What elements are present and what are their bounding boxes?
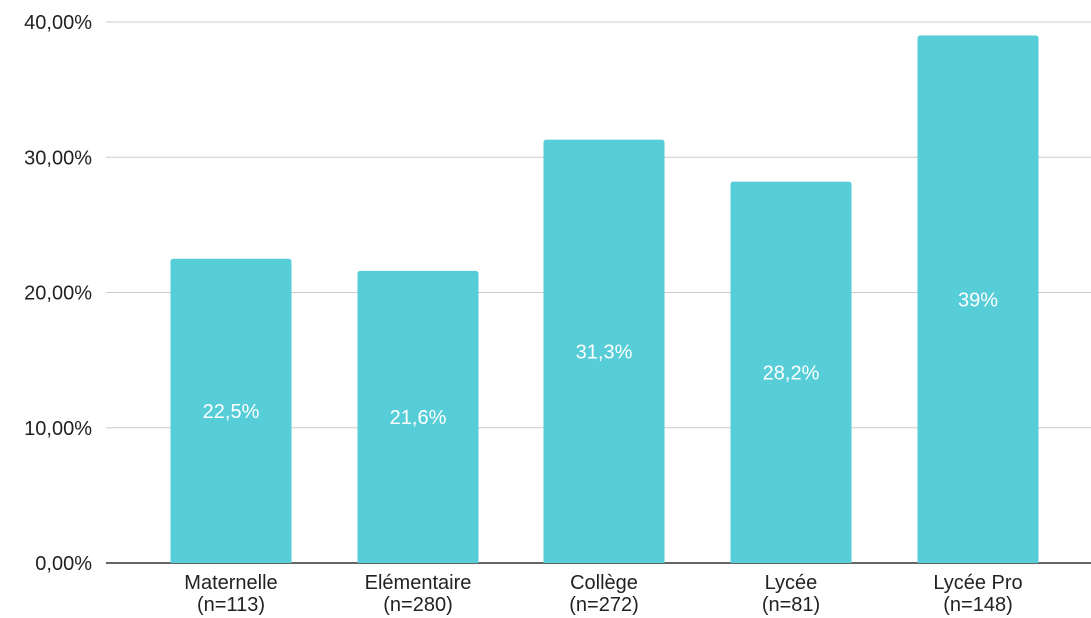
x-category-label: Maternelle	[184, 572, 277, 594]
bar	[357, 270, 479, 563]
x-category-count-label: (n=148)	[943, 594, 1013, 616]
y-tick-label: 20,00%	[24, 283, 92, 305]
x-category-label: Lycée	[765, 572, 818, 594]
bars	[170, 35, 1039, 564]
data-labels: 22,5% 21,6% 31,3% 28,2% 39%	[203, 289, 999, 429]
bar	[917, 35, 1039, 563]
bar-data-label: 28,2%	[763, 362, 820, 384]
y-axis-tick-labels: 0,00% 10,00% 20,00% 30,00% 40,00%	[24, 12, 92, 575]
x-category-label: Lycée Pro	[933, 572, 1022, 594]
y-tick-label: 10,00%	[24, 418, 92, 440]
x-category-label: Collège	[570, 572, 638, 594]
bar	[170, 258, 292, 563]
x-axis-category-labels: Maternelle(n=113) Elémentaire(n=280) Collè…	[184, 572, 1022, 616]
x-category-count-label: (n=272)	[569, 594, 639, 616]
bar-data-label: 21,6%	[390, 407, 447, 429]
bar	[730, 181, 852, 563]
y-tick-label: 40,00%	[24, 12, 92, 34]
x-category-count-label: (n=81)	[762, 594, 820, 616]
bar-data-label: 22,5%	[203, 401, 260, 423]
x-category-count-label: (n=280)	[383, 594, 453, 616]
y-tick-label: 30,00%	[24, 147, 92, 169]
bar-data-label: 39%	[958, 289, 998, 311]
x-category-label: Elémentaire	[365, 572, 472, 594]
x-category-count-label: (n=113)	[197, 594, 265, 616]
y-tick-label: 0,00%	[35, 553, 92, 575]
bar-data-label: 31,3%	[576, 341, 633, 363]
bar	[543, 139, 665, 564]
